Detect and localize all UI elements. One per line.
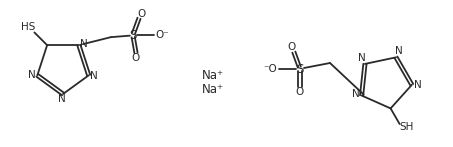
Text: SH: SH — [400, 122, 414, 132]
Text: N: N — [58, 94, 66, 104]
Text: Na⁺: Na⁺ — [202, 69, 224, 81]
Text: N: N — [414, 80, 422, 90]
Text: ⁻O: ⁻O — [263, 64, 277, 74]
Text: N: N — [29, 70, 36, 80]
Text: N: N — [352, 88, 360, 98]
Text: S: S — [296, 62, 304, 76]
Text: O: O — [137, 9, 145, 19]
Text: N: N — [358, 53, 366, 63]
Text: N: N — [80, 39, 88, 49]
Text: N: N — [90, 71, 97, 81]
Text: O⁻: O⁻ — [155, 30, 169, 40]
Text: N: N — [395, 46, 403, 56]
Text: O: O — [296, 87, 304, 97]
Text: HS: HS — [21, 22, 36, 32]
Text: S: S — [129, 29, 136, 42]
Text: O: O — [288, 42, 296, 52]
Text: O: O — [132, 53, 140, 63]
Text: Na⁺: Na⁺ — [202, 82, 224, 96]
